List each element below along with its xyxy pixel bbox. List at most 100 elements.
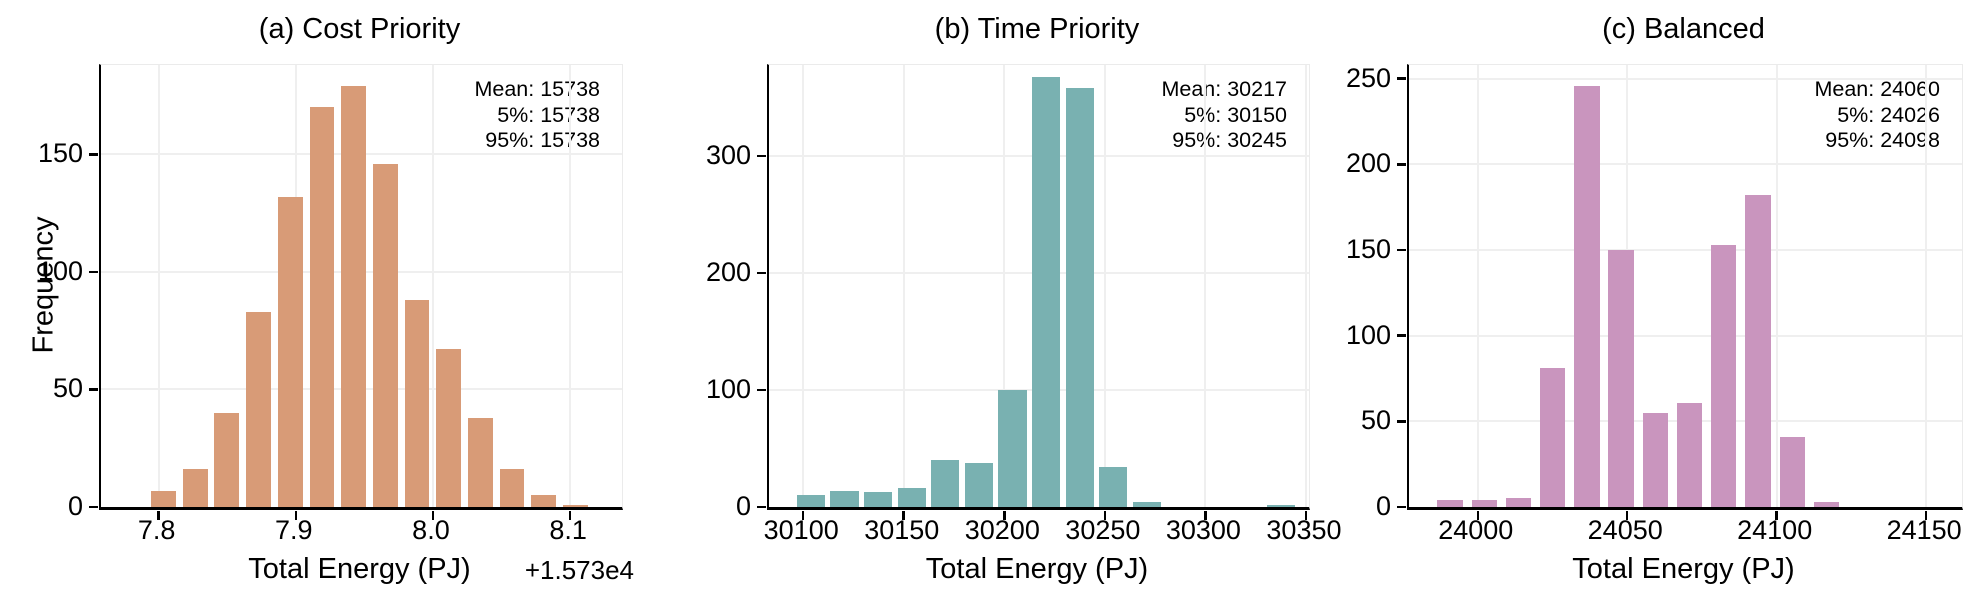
plot-area: Mean: 30217 5%: 30150 95%: 30245 <box>757 64 1310 520</box>
histogram-bar <box>214 412 240 507</box>
x-tick-label: 30150 <box>864 515 940 545</box>
histogram-bar <box>531 495 557 507</box>
x-axis-label: Total Energy (PJ) <box>925 553 1149 585</box>
x-tick-label: 30200 <box>964 515 1040 545</box>
y-tick-label: 50 <box>1360 405 1391 436</box>
histogram-bar <box>404 300 430 507</box>
x-gridline <box>569 65 572 507</box>
y-tick-mark <box>757 505 766 509</box>
y-tick-mark <box>1397 77 1406 80</box>
x-tick-label: 24050 <box>1587 515 1663 545</box>
y-tick-mark <box>757 271 766 275</box>
y-tick-label: 0 <box>1375 491 1391 521</box>
panel-time-priority: (b) Time Priority Mean: 30217 5%: 30150 … <box>620 0 1342 613</box>
stat-p5: 5%: 30150 <box>1184 102 1287 127</box>
x-gridline <box>1925 65 1928 507</box>
x-tick-mark <box>1103 510 1107 520</box>
x-tick-label: 8.0 <box>412 515 450 545</box>
x-gridline <box>802 65 805 507</box>
y-tick-mark <box>89 153 98 156</box>
histogram-bar <box>1065 88 1094 507</box>
x-gridline <box>1775 65 1778 507</box>
stat-p95: 95%: 30245 <box>1172 128 1287 152</box>
y-tick-mark <box>1397 248 1406 252</box>
x-axis-row: Total Energy (PJ) <box>767 553 1307 589</box>
x-gridline <box>902 65 905 507</box>
x-tick-label: 30100 <box>763 515 839 545</box>
histogram-bar <box>182 469 208 507</box>
x-gridline <box>1204 65 1207 507</box>
plot-area: Mean: 15738 5%: 15738 95%: 15738 <box>89 64 623 520</box>
histogram-bar <box>372 163 398 507</box>
chart-title: (b) Time Priority <box>934 13 1140 45</box>
histogram-bar <box>309 107 335 507</box>
x-tick-mark <box>1625 510 1629 520</box>
histogram-bar <box>1267 504 1296 507</box>
histogram-bar <box>1642 412 1669 507</box>
histogram-bar <box>341 86 366 507</box>
y-tick-label: 100 <box>705 374 751 405</box>
histogram-bar <box>1437 500 1463 507</box>
histogram-bar <box>1711 244 1737 507</box>
x-tick-mark <box>1924 510 1928 520</box>
histogram-bar <box>1574 85 1600 507</box>
x-tick-mark <box>801 510 805 520</box>
y-tick-label: 250 <box>1345 62 1391 93</box>
x-axis-offset-text: +1.573e4 <box>524 555 634 585</box>
stat-p5: 5%: 15738 <box>497 102 600 127</box>
histogram-bar <box>151 490 176 507</box>
y-tick-mark <box>757 154 766 158</box>
x-tick-label: 30250 <box>1065 515 1141 545</box>
panel-balanced: (c) Balanced Mean: 24060 5%: 24026 95%: … <box>1307 0 1969 613</box>
y-tick-label: 150 <box>37 138 83 169</box>
histogram-bar <box>830 490 859 507</box>
x-axis-row: Total Energy (PJ) <box>1407 553 1960 589</box>
x-tick-mark <box>902 510 905 520</box>
x-gridline <box>1304 65 1307 507</box>
y-tick-label: 0 <box>67 491 83 521</box>
x-gridline <box>1476 65 1479 507</box>
chart-title: (c) Balanced <box>1602 13 1765 45</box>
stats-annotation: Mean: 24060 5%: 24026 95%: 24098 <box>1814 77 1940 154</box>
histogram-bar <box>1779 436 1805 507</box>
histogram-bar <box>467 417 493 507</box>
histogram-bar <box>1471 500 1497 507</box>
y-tick-label: 200 <box>1345 148 1391 179</box>
histogram-bar <box>863 491 893 507</box>
x-gridline <box>157 65 160 507</box>
x-tick-labels-row: 24000 24050 24100 24150 <box>1407 515 1961 547</box>
y-gridline <box>1409 163 1962 166</box>
histogram-bar <box>964 462 993 507</box>
histogram-bar <box>1505 498 1532 507</box>
x-tick-mark <box>157 510 160 520</box>
x-tick-label: 30300 <box>1165 515 1241 545</box>
y-tick-label: 100 <box>1345 319 1391 350</box>
y-tick-mark <box>1397 163 1406 166</box>
histogram-bar <box>1813 501 1840 507</box>
histogram-bar <box>1676 402 1703 507</box>
x-tick-mark <box>568 510 572 520</box>
y-tick-mark <box>89 388 98 391</box>
histogram-bar <box>1745 195 1771 507</box>
histogram-bar <box>931 460 960 507</box>
y-gridline <box>1409 334 1962 337</box>
y-tick-mark <box>1397 334 1406 337</box>
x-tick-mark <box>1775 510 1778 520</box>
y-tick-mark <box>757 388 766 392</box>
x-tick-label: 7.8 <box>137 515 176 545</box>
y-tick-label: 300 <box>705 140 751 171</box>
histogram-bar <box>499 469 525 507</box>
x-tick-labels-row: 30100 30150 30200 30250 30300 30350 <box>764 515 1342 547</box>
histogram-bar <box>998 390 1027 507</box>
stat-p95: 95%: 24098 <box>1825 128 1940 152</box>
y-gridline <box>1409 77 1962 80</box>
y-tick-mark <box>89 505 98 509</box>
y-tick-label: 100 <box>37 255 83 286</box>
x-gridline <box>431 65 434 507</box>
histogram-bar <box>1132 502 1161 507</box>
x-tick-label: 8.1 <box>549 515 587 545</box>
x-gridline <box>1103 65 1106 507</box>
histogram-bar <box>1608 250 1634 507</box>
histogram-bar <box>1099 467 1128 507</box>
